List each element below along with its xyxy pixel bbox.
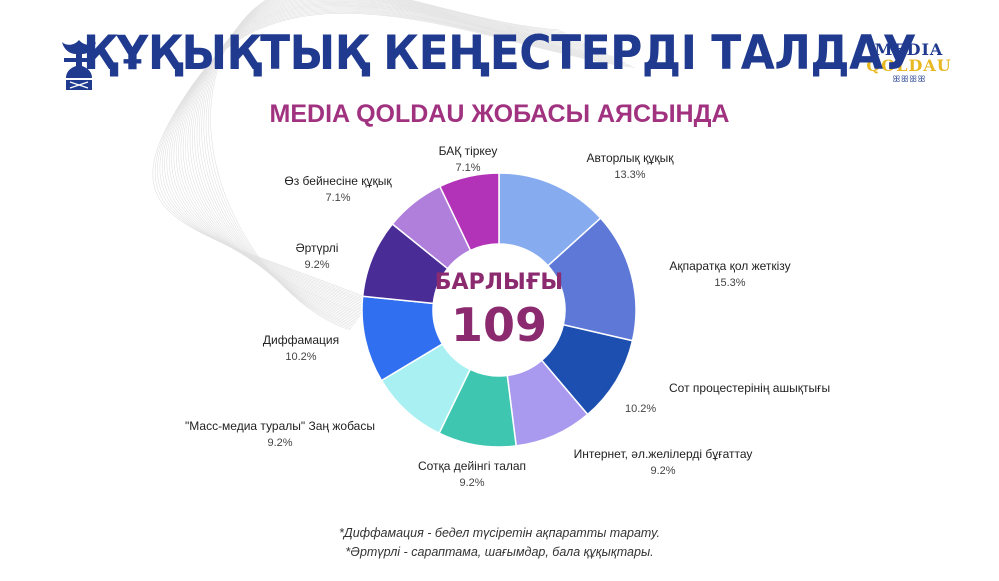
media-qoldau-logo: MEDIA QOLDAU ꕥꕥꕥꕥ — [862, 42, 956, 92]
slice-label-value: 9.2% — [267, 437, 293, 449]
footnote-various: *Әртүрлі - сараптама, шағымдар, бала құқ… — [345, 545, 654, 559]
slice-label: БАҚ тіркеу 7.1% — [418, 143, 518, 177]
total-label: БАРЛЫҒЫ — [434, 270, 564, 295]
slice-label: Сотқа дейінгі талап 9.2% — [402, 458, 542, 492]
logo-ornament: ꕥꕥꕥꕥ — [892, 74, 926, 84]
slice-label: Сот процестерінің ашықтығы 10.2% — [625, 380, 869, 418]
slice-label: Интернет, әл.желілерді бұғаттау 9.2% — [558, 446, 768, 480]
slice-label-value: 7.1% — [455, 162, 481, 174]
footnote-defamation: *Диффамация - бедел түсіретін ақпаратты … — [339, 526, 660, 540]
slice-label-value: 9.2% — [304, 259, 330, 271]
slice-label-value: 9.2% — [650, 465, 676, 477]
slice-label-name: Сот процестерінің ашықтығы — [669, 381, 831, 395]
logo-text-qoldau: QOLDAU — [866, 56, 952, 75]
slice-label: Өз бейнесіне құқық 7.1% — [268, 173, 408, 207]
slice-label-name: Авторлық құқық — [586, 151, 674, 165]
slice-label-value: 9.2% — [459, 477, 485, 489]
slice-label-value: 15.3% — [714, 277, 746, 289]
slice-label-name: Ақпаратқа қол жеткізу — [669, 259, 791, 273]
slice-label-value: 13.3% — [614, 169, 646, 181]
slice-label-value: 7.1% — [325, 192, 351, 204]
slice-label-name: Интернет, әл.желілерді бұғаттау — [573, 447, 753, 461]
page-subtitle: MEDIA QOLDAU ЖОБАСЫ АЯСЫНДА — [269, 100, 730, 128]
slice-label-name: Өз бейнесіне құқық — [284, 174, 392, 188]
slice-label: Ақпаратқа қол жеткізу 15.3% — [630, 258, 830, 292]
slice-label-name: Диффамация — [262, 333, 340, 347]
slice-label: Диффамация 10.2% — [246, 332, 356, 366]
donut-slice — [438, 172, 500, 252]
slice-label: Әртүрлі 9.2% — [282, 240, 352, 274]
page-title: ҚҰҚЫҚТЫҚ КЕҢЕСТЕРДІ ТАЛДАУ — [82, 25, 917, 82]
donut-hole — [433, 244, 565, 376]
slice-label-name: БАҚ тіркеу — [438, 144, 498, 158]
total-value: 109 — [450, 298, 548, 352]
slice-label-name: Сотқа дейінгі талап — [417, 459, 527, 473]
logo-text-media: MEDIA — [874, 40, 944, 59]
slice-label-value: 10.2% — [625, 403, 657, 415]
slice-label: "Масс-медиа туралы" Заң жобасы 9.2% — [180, 418, 380, 452]
slice-label-name: Әртүрлі — [295, 241, 339, 255]
slice-label-value: 10.2% — [285, 351, 317, 363]
emblem-logo-icon — [62, 40, 96, 90]
slice-label-name: "Масс-медиа туралы" Заң жобасы — [185, 419, 375, 433]
slice-label: Авторлық құқық 13.3% — [540, 150, 720, 184]
